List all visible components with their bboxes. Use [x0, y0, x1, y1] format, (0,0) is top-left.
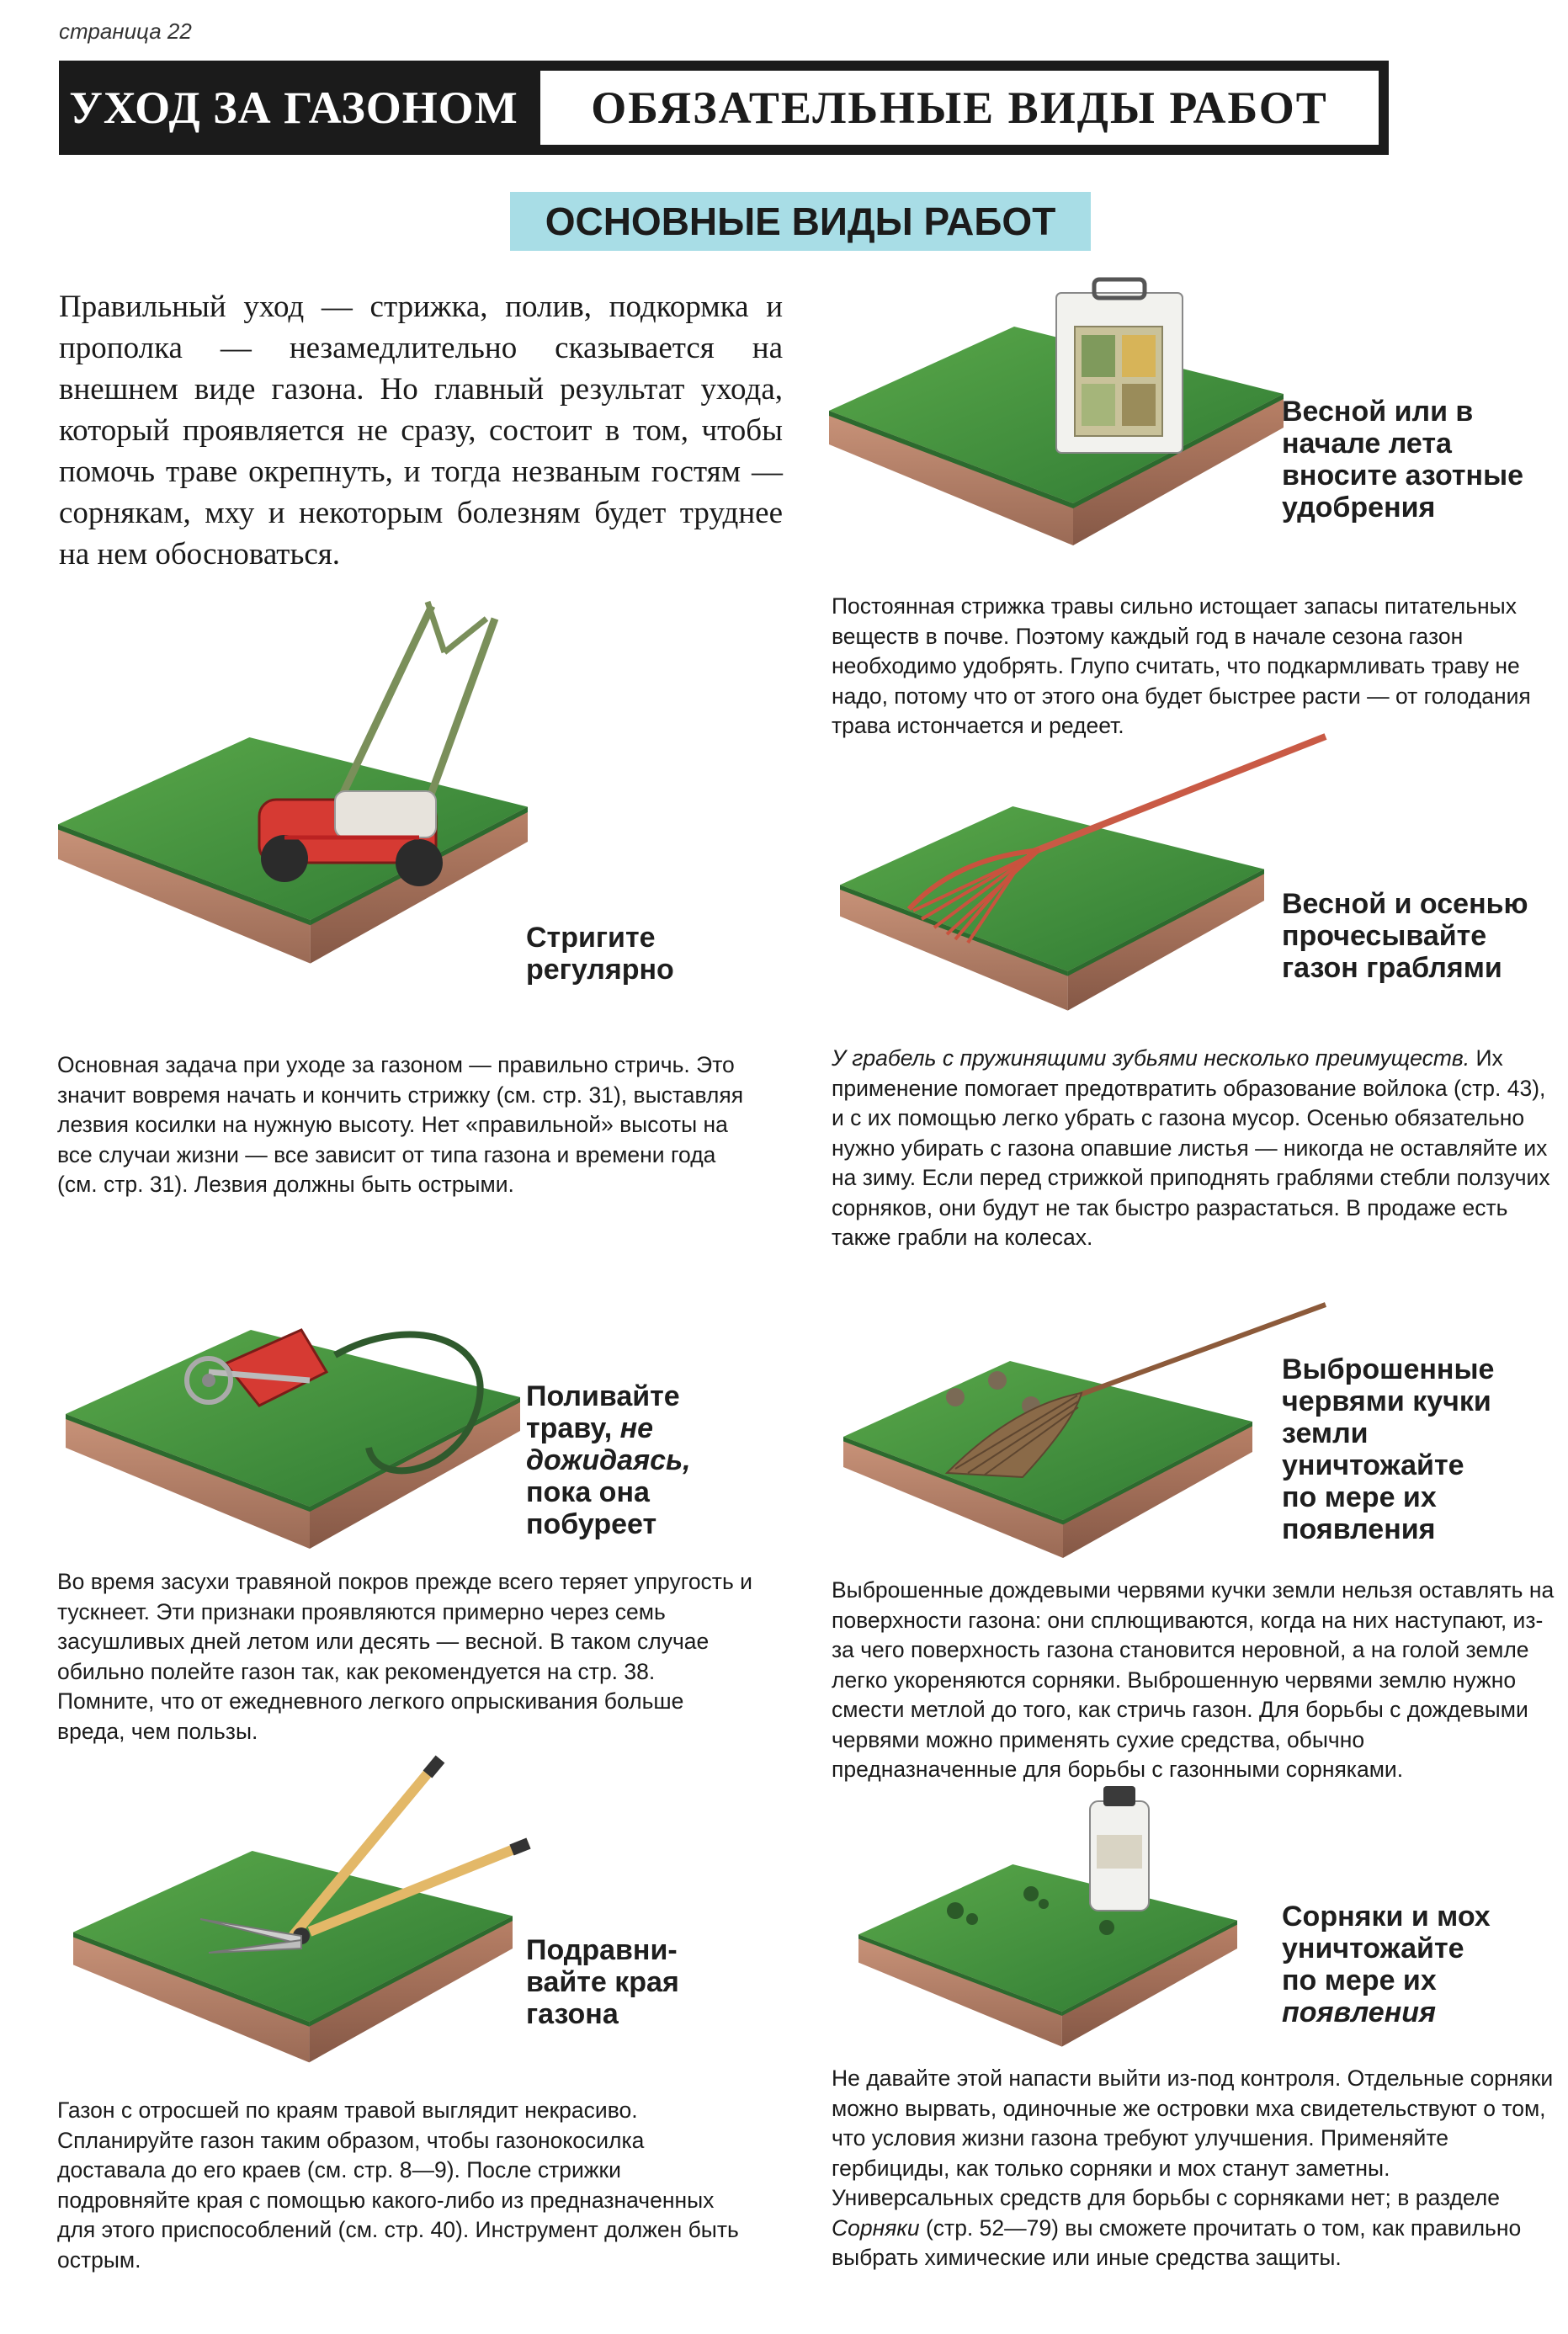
edging-shears-icon — [73, 1755, 531, 2063]
caption-edges: Подравни- вайте края газона — [526, 1934, 679, 2030]
caption-rake: Весной и осенью прочесывайте газон грабл… — [1282, 888, 1528, 984]
caption-worms: Выброшенные червями кучки земли уничтожа… — [1282, 1353, 1495, 1545]
section-title: ОСНОВНЫЕ ВИДЫ РАБОТ — [510, 192, 1091, 251]
text-weeds: Не давайте этой напасти выйти из-под кон… — [832, 2066, 1554, 2270]
fertilizer-bag-icon — [829, 277, 1284, 545]
caption-mow: Стригите регулярно — [526, 922, 674, 986]
herbicide-bottle-icon — [858, 1786, 1237, 2047]
text-water: Во время засухи травяной покров прежде в… — [57, 1569, 752, 1744]
page-number: страница 22 — [59, 19, 192, 44]
lawn-mower-icon — [58, 600, 528, 964]
text-edges: Газон с отросшей по краям травой выгляди… — [57, 2097, 739, 2273]
text-fertilize: Постоянная стрижка травы сильно истощает… — [832, 593, 1531, 738]
text-worms: Выброшенные дождевыми червями кучки земл… — [832, 1577, 1555, 1782]
rake-icon — [840, 733, 1327, 1011]
sprinkler-hose-icon — [66, 1328, 520, 1549]
caption-water: Поливайте траву, не дожидаясь, пока она … — [526, 1380, 691, 1540]
text-mow: Основная задача при уходе за газоном — п… — [57, 1052, 744, 1197]
caption-fertilize: Весной или в начале лета вносите азотные… — [1282, 396, 1524, 524]
header-title-right: ОБЯЗАТЕЛЬНЫЕ ВИДЫ РАБОТ — [539, 69, 1380, 146]
header-title-left: УХОД ЗА ГАЗОНОМ — [69, 82, 518, 133]
intro-paragraph: Правильный уход — стрижка, полив, подкор… — [59, 290, 783, 572]
caption-weeds: Сорняки и мох уничтожайте по мере их поя… — [1282, 1901, 1491, 2028]
text-rake: У грабель с пружинящими зубьями нескольк… — [832, 1045, 1550, 1250]
broom-worm-casts-icon — [843, 1302, 1327, 1558]
